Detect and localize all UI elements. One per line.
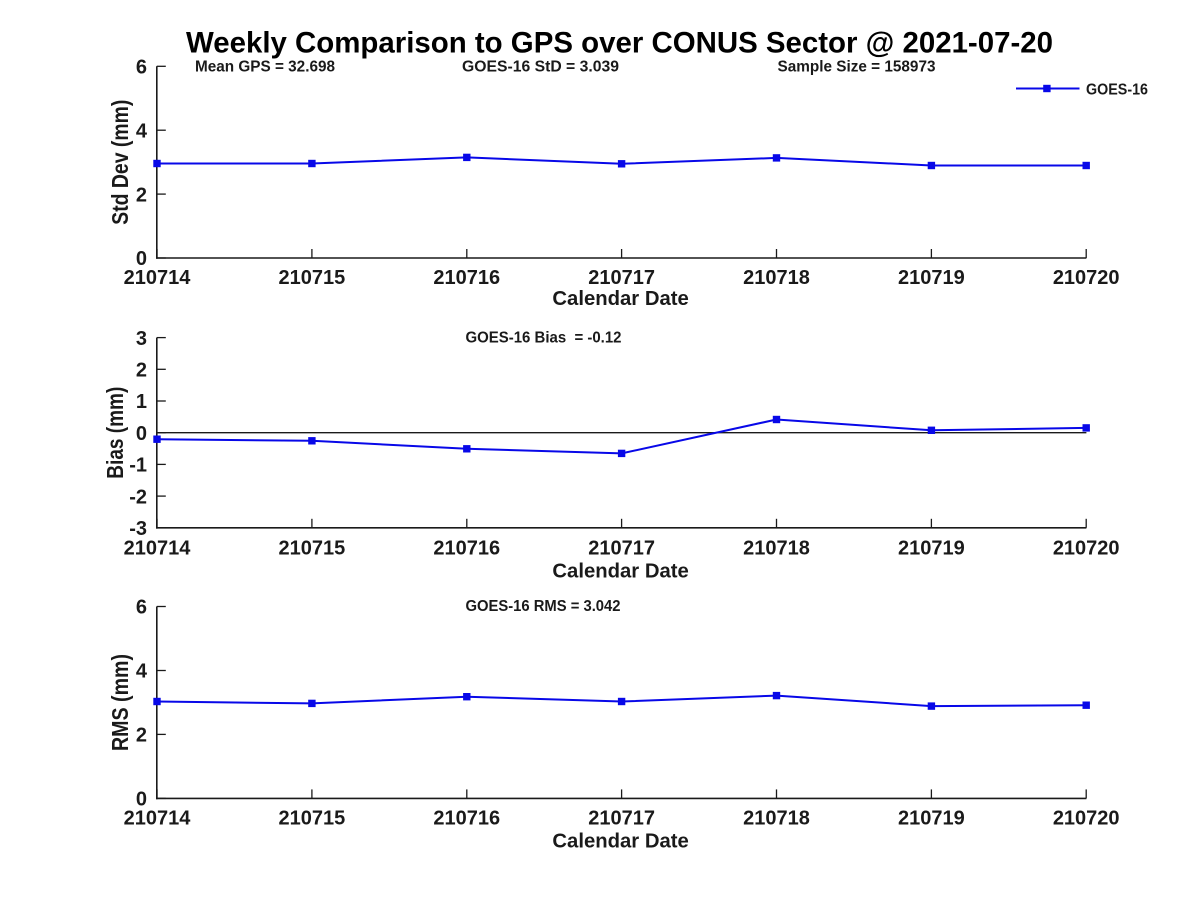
svg-text:Weekly Comparison to GPS over: Weekly Comparison to GPS over CONUS Sect… — [186, 26, 1053, 59]
svg-text:210719: 210719 — [898, 808, 965, 830]
svg-text:-1: -1 — [129, 455, 147, 477]
svg-text:GOES-16: GOES-16 — [1086, 82, 1148, 99]
svg-text:4: 4 — [136, 661, 148, 683]
svg-text:210720: 210720 — [1053, 267, 1120, 289]
svg-text:210716: 210716 — [433, 808, 500, 830]
svg-text:210716: 210716 — [433, 538, 500, 560]
svg-text:Calendar Date: Calendar Date — [552, 288, 688, 310]
svg-text:210715: 210715 — [279, 808, 346, 830]
svg-text:Calendar Date: Calendar Date — [552, 561, 688, 583]
svg-text:2: 2 — [136, 360, 147, 382]
svg-text:-2: -2 — [129, 486, 147, 508]
svg-text:Std Dev (mm): Std Dev (mm) — [107, 100, 133, 225]
svg-text:210714: 210714 — [124, 808, 192, 830]
svg-text:0: 0 — [136, 423, 147, 445]
svg-text:210720: 210720 — [1053, 808, 1120, 830]
svg-text:GOES-16 Bias = -0.12: GOES-16 Bias = -0.12 — [466, 329, 622, 346]
svg-text:2: 2 — [136, 184, 147, 206]
svg-text:210718: 210718 — [743, 538, 810, 560]
svg-text:210717: 210717 — [588, 808, 655, 830]
svg-text:GOES-16 RMS = 3.042: GOES-16 RMS = 3.042 — [466, 598, 621, 615]
svg-text:RMS (mm): RMS (mm) — [107, 654, 133, 751]
svg-text:2: 2 — [136, 725, 147, 747]
svg-text:210715: 210715 — [279, 267, 346, 289]
svg-text:0: 0 — [136, 248, 147, 270]
svg-text:Mean GPS = 32.698: Mean GPS = 32.698 — [195, 58, 335, 75]
svg-text:210716: 210716 — [433, 267, 500, 289]
svg-text:4: 4 — [136, 120, 148, 142]
svg-text:Bias (mm): Bias (mm) — [102, 387, 128, 479]
svg-text:210720: 210720 — [1053, 538, 1120, 560]
svg-text:GOES-16 StD = 3.039: GOES-16 StD = 3.039 — [462, 58, 619, 75]
svg-text:6: 6 — [136, 597, 147, 619]
svg-text:210719: 210719 — [898, 538, 965, 560]
svg-text:210718: 210718 — [743, 267, 810, 289]
svg-text:210719: 210719 — [898, 267, 965, 289]
svg-text:0: 0 — [136, 789, 147, 811]
svg-text:Sample Size = 158973: Sample Size = 158973 — [778, 58, 936, 75]
svg-text:6: 6 — [136, 57, 147, 79]
svg-text:Calendar Date: Calendar Date — [552, 831, 688, 853]
svg-text:-3: -3 — [129, 518, 147, 540]
svg-text:1: 1 — [136, 391, 147, 413]
svg-text:210717: 210717 — [588, 267, 655, 289]
svg-text:210715: 210715 — [279, 538, 346, 560]
svg-text:210717: 210717 — [588, 538, 655, 560]
svg-text:210718: 210718 — [743, 808, 810, 830]
svg-text:210714: 210714 — [124, 267, 192, 289]
svg-text:210714: 210714 — [124, 538, 192, 560]
svg-text:3: 3 — [136, 328, 147, 350]
